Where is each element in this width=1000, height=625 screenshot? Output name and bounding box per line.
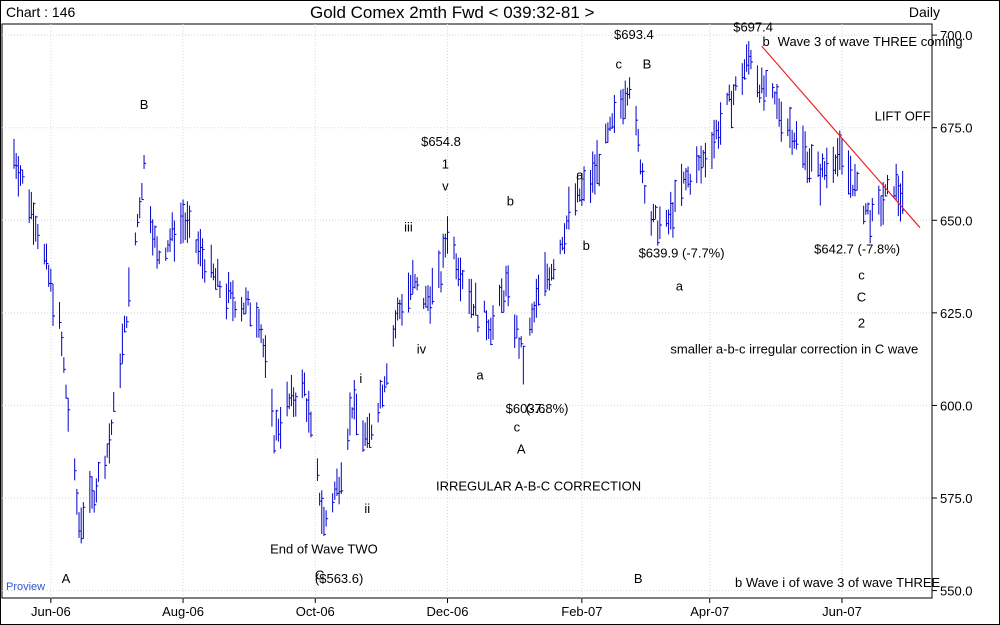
wave-annotation: B: [140, 97, 149, 112]
y-tick-label: 550.0: [940, 584, 973, 599]
y-tick-label: 600.0: [940, 398, 973, 413]
wave-annotation: b: [762, 34, 769, 49]
wave-annotation: $693.4: [614, 27, 654, 42]
wave-annotation: Wave 3 of wave THREE coming: [778, 34, 963, 49]
wave-annotation: c: [858, 268, 865, 283]
wave-annotation: i: [359, 371, 362, 386]
wave-annotation: a: [676, 279, 684, 294]
wave-annotation: a: [476, 368, 484, 383]
wave-annotation: c: [514, 419, 521, 434]
wave-annotation: b Wave i of wave 3 of wave THREE: [735, 575, 941, 590]
wave-annotation: b: [583, 238, 590, 253]
wave-annotation: $642.7 (-7.8%): [814, 242, 900, 257]
wave-annotation: (-7.8%): [526, 401, 569, 416]
wave-annotation: c: [615, 56, 622, 71]
trendline-layer: [761, 45, 921, 229]
wave-annotation: $654.8: [421, 134, 461, 149]
y-tick-label: 625.0: [940, 306, 973, 321]
wave-annotation: iv: [417, 342, 427, 357]
x-tick-label: Jun-06: [31, 604, 71, 619]
chart-title: Gold Comex 2mth Fwd < 039:32-81 >: [310, 3, 595, 22]
wave-annotation: iii: [404, 219, 413, 234]
wave-annotation: End of Wave TWO: [270, 542, 378, 557]
y-tick-label: 675.0: [940, 121, 973, 136]
wave-annotation: ii: [364, 501, 370, 516]
wave-annotation: IRREGULAR A-B-C CORRECTION: [436, 479, 641, 494]
x-axis: Jun-06 Aug-06 Oct-06 Dec-06 Feb-07 Apr-07 Jun-…: [31, 598, 862, 619]
wave-annotation: v: [442, 179, 449, 194]
preview-label: Proview: [6, 581, 45, 593]
chart-number-label: Chart : 146: [6, 4, 76, 20]
x-tick-label: Oct-06: [296, 604, 335, 619]
wave-annotation: LIFT OFF: [875, 108, 931, 123]
y-tick-label: 650.0: [940, 213, 973, 228]
wave-annotation: $603.6: [506, 401, 546, 416]
wave-annotation: 1: [442, 156, 449, 171]
wave-annotation: B: [643, 56, 652, 71]
x-tick-label: Apr-07: [690, 604, 729, 619]
wave-annotation: C: [315, 567, 324, 582]
resistance-trendline: [761, 45, 921, 229]
wave-annotation: a: [576, 168, 584, 183]
price-bars: [13, 41, 905, 544]
y-tick-label: 700.0: [940, 28, 973, 43]
wave-annotation: B: [634, 571, 643, 586]
wave-annotation: A: [517, 442, 526, 457]
wave-annotation: C: [857, 290, 866, 305]
x-tick-label: Jun-07: [822, 604, 862, 619]
wave-annotation: smaller a-b-c irregular correction in C …: [670, 342, 918, 357]
chart-period-label: Daily: [908, 4, 940, 20]
plot-area-border: [1, 23, 933, 599]
wave-annotation: b: [507, 193, 514, 208]
x-tick-label: Feb-07: [561, 604, 602, 619]
wave-annotation: A: [62, 571, 71, 586]
wave-annotation: ($563.6): [315, 571, 363, 586]
wave-annotation: 2: [858, 316, 865, 331]
y-tick-label: 575.0: [940, 491, 973, 506]
x-tick-label: Aug-06: [162, 604, 204, 619]
grid: [1, 23, 933, 599]
y-axis: 700.0 675.0 650.0 625.0 600.0 575.0 550.0: [932, 28, 973, 599]
wave-annotation: $639.9 (-7.7%): [639, 245, 725, 260]
wave-annotation: $697.4: [733, 19, 773, 34]
x-tick-label: Dec-06: [427, 604, 469, 619]
